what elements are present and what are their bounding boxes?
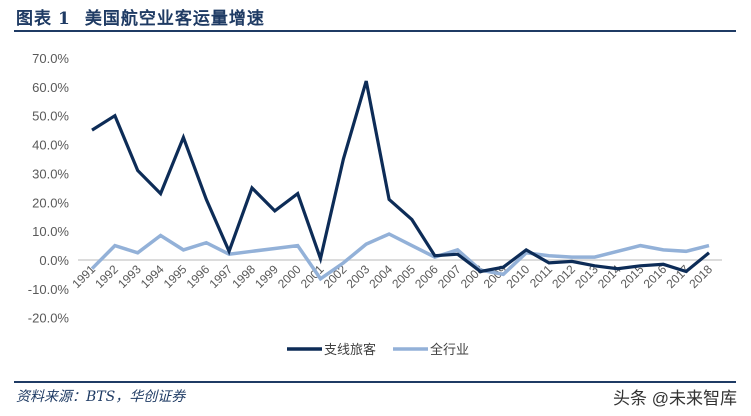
title-divider xyxy=(14,30,736,32)
figure-title: 图表 1 美国航空业客运量增速 xyxy=(16,4,265,29)
x-tick-label: 2010 xyxy=(504,262,533,291)
y-tick-label: 30.0% xyxy=(32,166,69,181)
legend-industry: 全行业 xyxy=(393,342,469,357)
x-tick-label: 2000 xyxy=(275,262,304,291)
industry-line xyxy=(90,232,710,282)
x-tick-label: 2006 xyxy=(412,262,441,291)
x-tick-label: 1996 xyxy=(184,262,213,291)
y-tick-label: 10.0% xyxy=(32,224,69,239)
x-tick-label: 2011 xyxy=(527,262,555,290)
x-axis: 1991199219931994199519961997199819992000… xyxy=(69,262,715,291)
figure-number: 1 xyxy=(58,9,71,29)
x-tick-label: 2012 xyxy=(549,262,578,291)
x-tick-label: 2003 xyxy=(344,262,373,291)
x-tick-label: 2007 xyxy=(435,262,464,291)
regional-passenger-line xyxy=(91,80,711,274)
legend: 支线旅客 全行业 xyxy=(287,342,469,357)
watermark: 头条 @未来智库 xyxy=(613,389,737,408)
y-tick-label: 50.0% xyxy=(32,109,69,124)
source-note: 资料来源：BTS，华创证券 xyxy=(16,389,186,405)
figure-label: 图表 xyxy=(16,9,52,29)
figure-title-text: 美国航空业客运量增速 xyxy=(84,9,265,29)
footer-divider xyxy=(14,381,736,383)
y-tick-label: -20.0% xyxy=(28,311,70,326)
y-tick-label: 20.0% xyxy=(32,195,69,210)
x-tick-label: 1997 xyxy=(206,262,235,291)
series-lines xyxy=(90,80,711,282)
y-tick-label: 60.0% xyxy=(32,80,69,95)
legend-label: 支线旅客 xyxy=(324,342,376,357)
x-tick-label: 1999 xyxy=(252,262,281,291)
x-tick-label: 1995 xyxy=(161,262,190,291)
y-tick-label: 0.0% xyxy=(39,253,69,268)
x-tick-label: 1998 xyxy=(229,262,258,291)
x-tick-label: 2005 xyxy=(389,262,418,291)
x-tick-label: 1993 xyxy=(115,262,144,291)
legend-regional: 支线旅客 xyxy=(287,342,376,357)
legend-label: 全行业 xyxy=(430,342,469,357)
y-axis: 70.0% 60.0% 50.0% 40.0% 30.0% 20.0% 10.0% 0.0% -… xyxy=(28,51,70,326)
y-tick-label: -10.0% xyxy=(28,282,70,297)
x-tick-label: 1994 xyxy=(138,262,167,291)
line-chart: 70.0% 60.0% 50.0% 40.0% 30.0% 20.0% 10.0% 0.0% -… xyxy=(28,51,722,357)
y-tick-label: 40.0% xyxy=(32,138,69,153)
y-tick-label: 70.0% xyxy=(32,51,69,66)
x-tick-label: 2004 xyxy=(366,262,395,291)
